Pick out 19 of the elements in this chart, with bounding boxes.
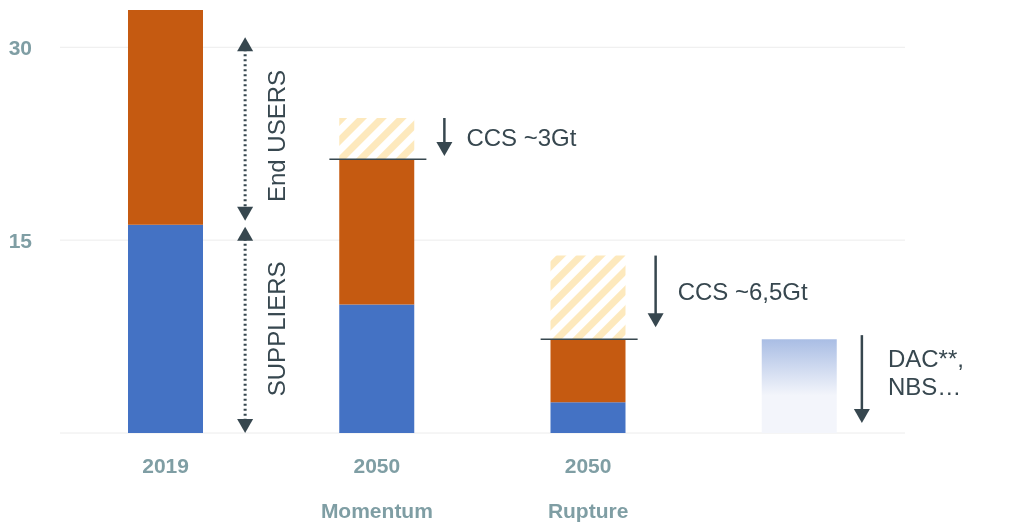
annotation: CCS ~3Gt [466,124,577,151]
bar [339,304,415,433]
bar [550,255,626,340]
bar [128,224,203,433]
bar [550,402,626,433]
x-tick-label: 2050 Momentum [320,454,433,522]
y-tick-label: 30 [8,35,32,59]
bar [550,339,626,403]
bar [339,159,415,305]
bar [761,339,837,433]
x-tick-label: 2019 [142,454,189,477]
annotation: End USERS [263,69,291,203]
annotation: DAC**, NBS… [887,345,964,401]
bar [339,118,415,160]
x-tick-label: 2050 Rupture [547,454,629,522]
bar [128,10,203,225]
y-tick-label: 15 [8,228,33,252]
annotation: SUPPLIERS [263,261,291,397]
annotation: CCS ~6,5Gt [677,278,809,306]
